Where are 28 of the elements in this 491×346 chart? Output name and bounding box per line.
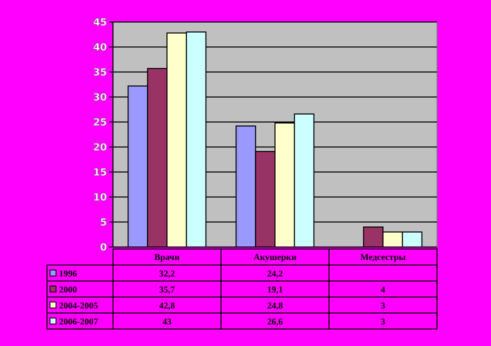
data-label: 24,8: [267, 300, 284, 310]
y-tick-label: 15: [93, 168, 108, 178]
legend-label: 2004-2005: [59, 300, 98, 310]
y-tick-label: 35: [93, 68, 108, 78]
data-label: 43: [162, 316, 172, 326]
data-label: 35,7: [159, 284, 176, 294]
y-tick-label: 0: [100, 242, 108, 254]
x-tick-label: Акушерки: [253, 252, 297, 262]
legend-label: 2006-2007: [59, 316, 98, 326]
y-tick-label: 10: [93, 192, 108, 204]
y-tick-label: 5: [100, 218, 108, 228]
data-label: 42,8: [159, 300, 176, 310]
data-label: 3: [380, 316, 386, 326]
y-tick-label: 20: [93, 142, 108, 154]
data-label: 4: [380, 284, 386, 294]
legend-label: 2000: [59, 284, 78, 294]
y-tick-label: 25: [93, 118, 108, 128]
legend-label: 1996: [59, 268, 78, 278]
y-tick-label: 40: [93, 42, 108, 54]
data-label: 26,6: [267, 316, 284, 326]
x-tick-label: Медсестры: [360, 252, 406, 262]
data-label: 3: [380, 300, 386, 310]
y-tick-label: 45: [93, 18, 108, 28]
data-label: 24,2: [267, 268, 284, 278]
data-label: 32,2: [159, 268, 176, 278]
x-tick-label: Врачи: [154, 252, 180, 262]
data-label: 19,1: [267, 284, 284, 294]
y-tick-label: 30: [93, 92, 108, 104]
